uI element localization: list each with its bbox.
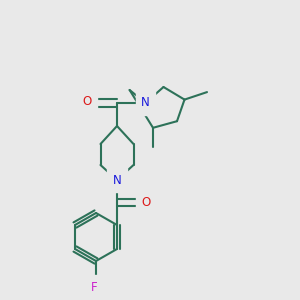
Text: N: N [141,96,150,110]
Text: O: O [142,196,151,209]
Text: F: F [91,280,98,294]
Text: O: O [82,95,91,108]
Text: N: N [112,173,122,187]
